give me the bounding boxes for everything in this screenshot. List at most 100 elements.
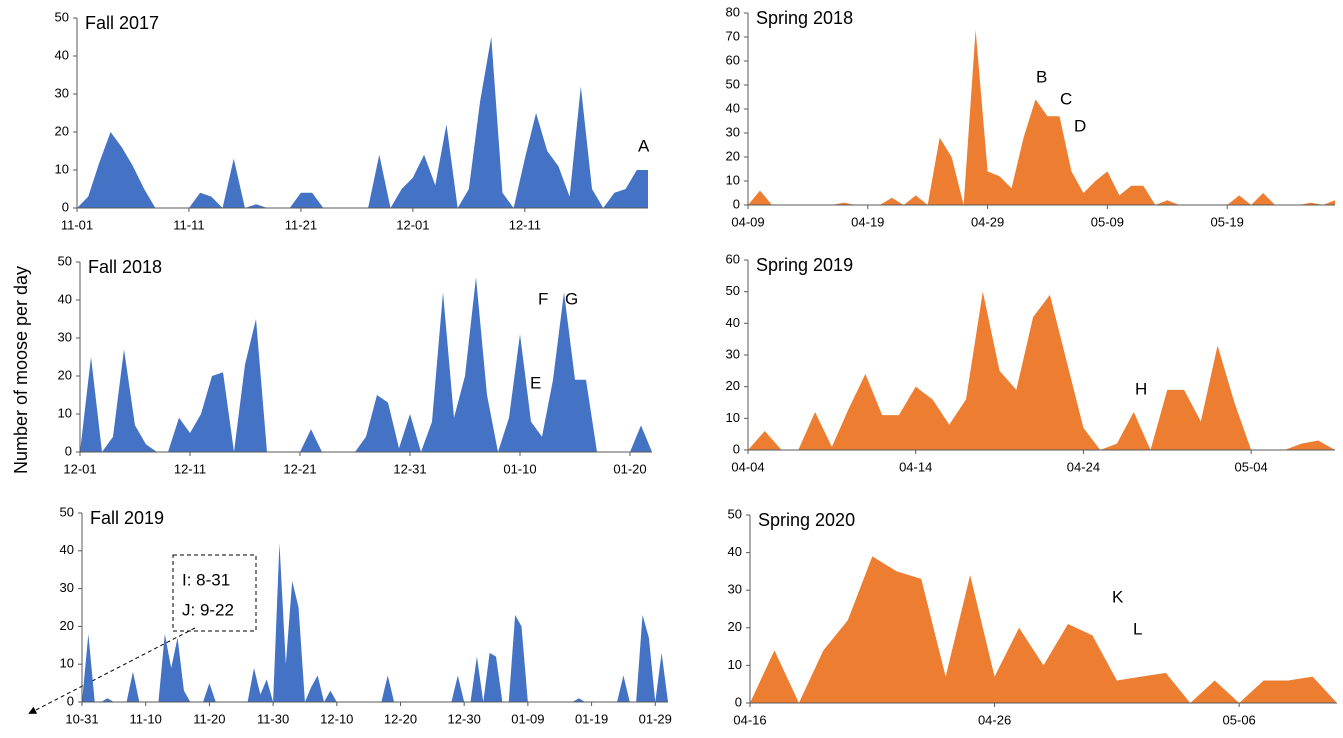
chart-title: Spring 2020 [758,510,855,530]
area [748,291,1335,450]
x-tick-label: 01-20 [613,461,646,476]
x-tick-label: 04-29 [971,214,1004,229]
y-tick-label: 10 [60,656,74,671]
x-tick-label: 12-11 [174,461,206,476]
y-tick-label: 20 [728,619,742,634]
area [748,29,1335,205]
y-tick-label: 40 [728,544,742,559]
area [82,543,668,702]
y-tick-label: 50 [58,253,72,268]
annotation: A [638,136,650,155]
annotation: I: 8-31 [182,570,230,589]
x-tick-label: 11-10 [130,711,162,726]
annotation: E [530,373,541,392]
y-tick-label: 50 [726,283,740,298]
y-tick-label: 70 [726,28,740,43]
y-tick-label: 20 [58,367,72,382]
area [80,277,652,452]
x-tick-label: 12-01 [63,461,96,476]
x-tick-label: 12-01 [396,217,429,232]
y-tick-label: 50 [728,506,742,521]
y-tick-label: 20 [726,378,740,393]
x-tick-label: 01-09 [511,711,544,726]
x-tick-label: 12-20 [384,711,417,726]
y-tick-label: 50 [60,504,74,519]
x-tick-label: 04-14 [899,459,932,474]
y-tick-label: 10 [726,410,740,425]
y-tick-label: 50 [55,9,69,24]
x-tick-label: 01-19 [575,711,608,726]
annotation: K [1112,587,1124,606]
x-tick-label: 12-31 [393,461,426,476]
y-tick-label: 0 [65,443,72,458]
y-tick-label: 0 [62,199,69,214]
annotation: F [538,289,548,308]
annotation-arrow [28,627,196,714]
y-tick-label: 10 [55,161,69,176]
x-tick-label: 04-16 [733,712,766,727]
x-tick-label: 04-04 [731,459,764,474]
y-tick-label: 30 [726,346,740,361]
y-axis-label: Number of moose per day [11,266,31,474]
x-tick-label: 01-29 [639,711,672,726]
x-tick-label: 12-10 [320,711,353,726]
annotation: C [1060,89,1072,108]
y-tick-label: 10 [726,172,740,187]
annotation: H [1135,379,1147,398]
y-tick-label: 40 [726,100,740,115]
y-tick-label: 80 [726,4,740,19]
x-tick-label: 12-21 [283,461,316,476]
x-tick-label: 05-09 [1091,214,1124,229]
y-tick-label: 40 [726,315,740,330]
y-tick-label: 0 [67,693,74,708]
annotation: J: 9-22 [182,600,234,619]
x-tick-label: 11-30 [257,711,289,726]
x-tick-label: 04-24 [1067,459,1100,474]
y-tick-label: 20 [55,123,69,138]
y-tick-label: 0 [733,196,740,211]
x-tick-label: 05-19 [1211,214,1244,229]
x-tick-label: 11-21 [285,217,317,232]
chart-title: Fall 2017 [85,13,159,33]
y-tick-label: 60 [726,251,740,266]
x-tick-label: 04-26 [978,712,1011,727]
y-tick-label: 40 [55,47,69,62]
x-tick-label: 04-19 [851,214,884,229]
y-tick-label: 10 [58,405,72,420]
y-tick-label: 40 [58,291,72,306]
annotation: L [1133,619,1142,638]
x-tick-label: 11-11 [173,217,204,232]
y-tick-label: 30 [58,329,72,344]
chart-title: Spring 2018 [756,8,853,28]
y-tick-label: 30 [60,580,74,595]
y-tick-label: 0 [733,441,740,456]
chart-title: Spring 2019 [756,255,853,275]
y-tick-label: 60 [726,52,740,67]
x-tick-label: 10-31 [65,711,98,726]
x-tick-label: 11-01 [61,217,93,232]
x-tick-label: 01-10 [503,461,536,476]
chart-title: Fall 2019 [90,508,164,528]
annotation: B [1036,67,1047,86]
y-tick-label: 0 [735,694,742,709]
x-tick-label: 05-06 [1223,712,1256,727]
x-tick-label: 05-04 [1235,459,1268,474]
x-tick-label: 11-20 [193,711,225,726]
x-tick-label: 12-11 [509,217,541,232]
y-tick-label: 40 [60,542,74,557]
x-tick-label: 04-09 [731,214,764,229]
area [77,37,648,208]
y-tick-label: 30 [726,124,740,139]
y-tick-label: 20 [60,618,74,633]
y-tick-label: 30 [728,582,742,597]
x-tick-label: 12-30 [448,711,481,726]
annotation: G [565,289,578,308]
annotation-box [172,554,257,632]
annotation: D [1074,116,1086,135]
y-tick-label: 20 [726,148,740,163]
y-tick-label: 50 [726,76,740,91]
y-tick-label: 10 [728,657,742,672]
chart-title: Fall 2018 [88,257,162,277]
